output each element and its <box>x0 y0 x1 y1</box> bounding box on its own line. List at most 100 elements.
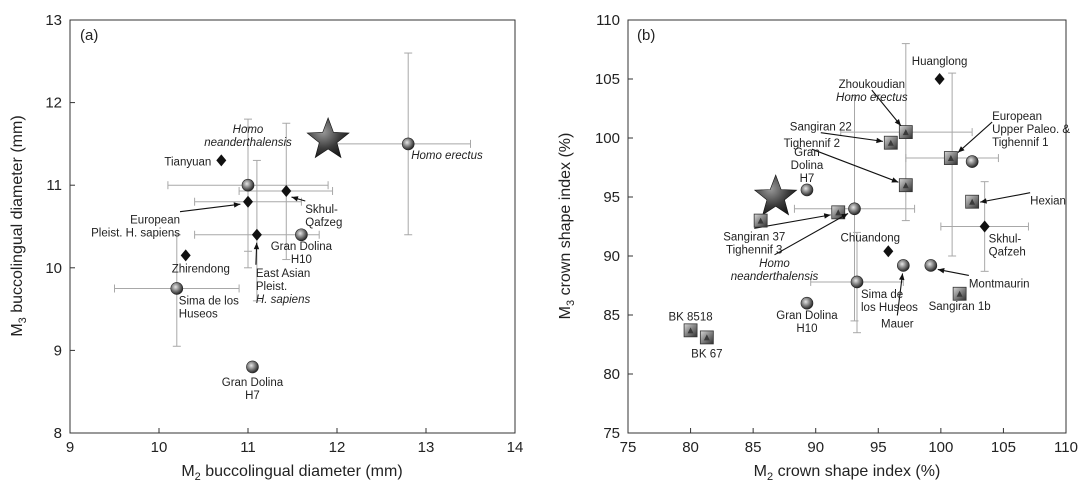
panel-b-star-marker <box>753 174 798 216</box>
panel-b-xlabel-sub: 2 <box>767 471 773 483</box>
panel-b-ylabel-main: M <box>557 306 574 319</box>
point-label: Montmaurin <box>969 278 1030 290</box>
pointer-arrowhead <box>937 267 945 274</box>
panel-a-y-tick-label: 10 <box>45 260 62 277</box>
panel-a-x-tick-label: 14 <box>507 439 524 456</box>
panel-a-xlabel: M2 buccolingual diameter (mm) <box>181 463 402 483</box>
pointer-line <box>179 203 241 213</box>
point-label: neanderthalensis <box>204 137 292 149</box>
pointer-line <box>820 132 883 142</box>
point-unlabeled <box>965 155 979 168</box>
panel-a-ylabel-sub: 3 <box>17 317 29 323</box>
pointer-arrowhead <box>957 146 965 153</box>
pointer-line <box>896 273 904 316</box>
point-label: East Asian <box>256 268 310 280</box>
panel-a-frame <box>69 19 516 434</box>
panel-b-y-tick-label: 80 <box>603 366 620 383</box>
point-unlabeled-glyph <box>757 217 764 224</box>
point-label: Pleist. H. sapiens <box>91 228 180 240</box>
panel-a-label: (a) <box>80 27 98 44</box>
panel-a-xlabel-rest: buccolingual diameter (mm) <box>201 463 403 480</box>
point-label: neanderthalensis <box>731 271 819 283</box>
panel-b-xlabel: M2 crown shape index (%) <box>754 463 941 483</box>
panel-b-x-tick-label: 110 <box>1054 439 1078 456</box>
point-label: Tighennif 2 <box>784 138 840 150</box>
point-gran-dolina-h7 <box>800 183 814 197</box>
panel-b-label: (b) <box>637 27 655 44</box>
panel-a-star-marker <box>306 116 350 159</box>
point-label: H10 <box>291 254 312 266</box>
point-bk-67-glyph <box>703 334 710 341</box>
point-label: European <box>130 215 180 227</box>
point-sangiran-22-glyph <box>887 139 894 146</box>
pointer-line <box>957 121 993 153</box>
point-tighennif-2-glyph <box>902 182 909 189</box>
pointer-line <box>774 213 849 256</box>
pointer-line <box>871 89 902 127</box>
panel-a-x-tick-label: 9 <box>66 439 74 456</box>
point-label: Tianyuan <box>164 156 211 168</box>
point-gran-dolina-h7 <box>246 360 259 374</box>
pointer-arrowhead <box>291 196 299 202</box>
point-label: los Huseos <box>861 302 918 314</box>
panel-b-x-tick-label: 85 <box>745 439 762 456</box>
point-label: Homo <box>759 258 790 270</box>
panel-a-ylabel: M3 buccolingual diameter (mm) <box>9 115 29 336</box>
point-label: H. sapiens <box>256 294 311 306</box>
point-sangiran-37-tighennif-3-glyph <box>835 209 842 216</box>
point-label: Skhul- <box>989 234 1022 246</box>
panel-b-y-tick-label: 110 <box>596 12 620 29</box>
panel-b-y-tick-label: 85 <box>603 307 620 324</box>
point-mauer <box>897 259 910 272</box>
pointer-arrowhead <box>899 273 905 281</box>
panel-a-x-tick-label: 11 <box>240 439 256 456</box>
point-hexian-glyph <box>969 198 976 205</box>
panel-b-ylabel-sub: 3 <box>565 300 577 306</box>
panel-a-y-tick-label: 9 <box>54 342 62 359</box>
panel-b-xlabel-main: M <box>754 463 767 480</box>
panel-b-ylabel-rest: crown shape index (%) <box>557 133 574 300</box>
panel-a-ylabel-main: M <box>9 323 26 336</box>
pointer-line <box>811 148 899 183</box>
point-label: Zhoukoudian <box>839 79 906 91</box>
point-label: Tighennif 3 <box>726 244 782 256</box>
point-label: Tighennif 1 <box>992 137 1048 149</box>
point-label: Chuandong <box>841 232 900 244</box>
pointer-arrowhead <box>823 213 831 219</box>
panel-b-frame <box>627 19 1067 434</box>
point-label: Gran Dolina <box>776 310 838 322</box>
point-label: Gran Dolina <box>271 241 333 253</box>
panel-b-x-tick-label: 105 <box>991 439 1016 456</box>
point-homo-neanderthalensis <box>241 178 255 192</box>
point-label: Huseos <box>179 308 218 320</box>
point-label: Qafzeh <box>989 247 1026 259</box>
point-sima-de-los-huseos <box>850 275 864 289</box>
panel-a-xlabel-sub: 2 <box>195 471 201 483</box>
point-unlabeled-glyph <box>947 155 954 162</box>
point-label: H7 <box>800 173 815 185</box>
point-label: European <box>992 111 1042 123</box>
point-montmaurin <box>924 259 938 272</box>
point-zhirendong <box>180 249 191 262</box>
panel-a-y-tick-label: 13 <box>45 12 62 29</box>
point-label: H7 <box>245 390 260 402</box>
point-tianyuan <box>216 154 227 167</box>
pointer-line <box>980 192 1031 203</box>
panel-b-y-tick-label: 105 <box>595 71 620 88</box>
point-skhul-qafzeh <box>979 220 990 233</box>
point-label: Sima de <box>861 289 903 301</box>
point-label: Dolina <box>791 160 824 172</box>
point-chuandong <box>883 245 894 258</box>
point-label: Homo erectus <box>836 92 908 104</box>
pointer-arrowhead <box>980 198 987 204</box>
panel-a: (a) M2 buccolingual diameter (mm) M3 buc… <box>9 12 523 483</box>
pointer-arrowhead <box>876 137 883 144</box>
point-sima-de-los-huseos <box>170 282 184 295</box>
point-label: Sangiran 37 <box>723 231 785 243</box>
point-gran-dolina-h10 <box>800 296 814 310</box>
point-label: Sima de los <box>179 295 239 307</box>
panel-b-y-tick-label: 95 <box>603 189 620 206</box>
panel-a-x-tick-label: 13 <box>418 439 435 456</box>
